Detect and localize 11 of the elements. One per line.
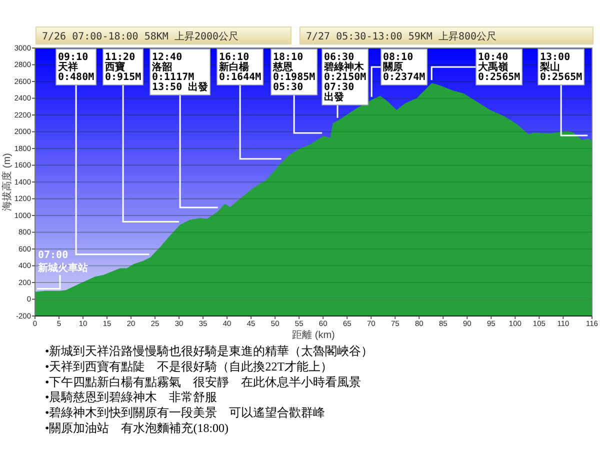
text: •碧綠神木到快到關原有一段美景 可以遙望合歡群峰 [45,406,326,420]
y-axis-title: 海拔高度 (m) [1,153,13,211]
text: •新城到天祥沿路慢慢騎也很好騎是東進的精華（太魯閣峽谷） [45,344,374,358]
chart-subtitle: 7/27 05:30-13:00 59KM 上昇800公尺 [306,30,497,42]
text: •晨騎慈恩到碧綠神木 非常舒服 [45,390,218,404]
annotation: 07:00 新城火車站 [37,250,88,274]
text: •天祥到西寶有點陡 不是很好騎（自此換22T才能上） [45,359,333,374]
text: •關原加油站 有水泡麵補充(18:00) [45,421,229,435]
x-axis-title: 距離 (km) [292,329,335,341]
text: •下午四點新白楊有點霧氣 很安靜 在此休息半小時看風景 [45,374,362,389]
chart-title: 7/26 07:00-18:00 58KM 上昇2000公尺 [42,30,239,42]
